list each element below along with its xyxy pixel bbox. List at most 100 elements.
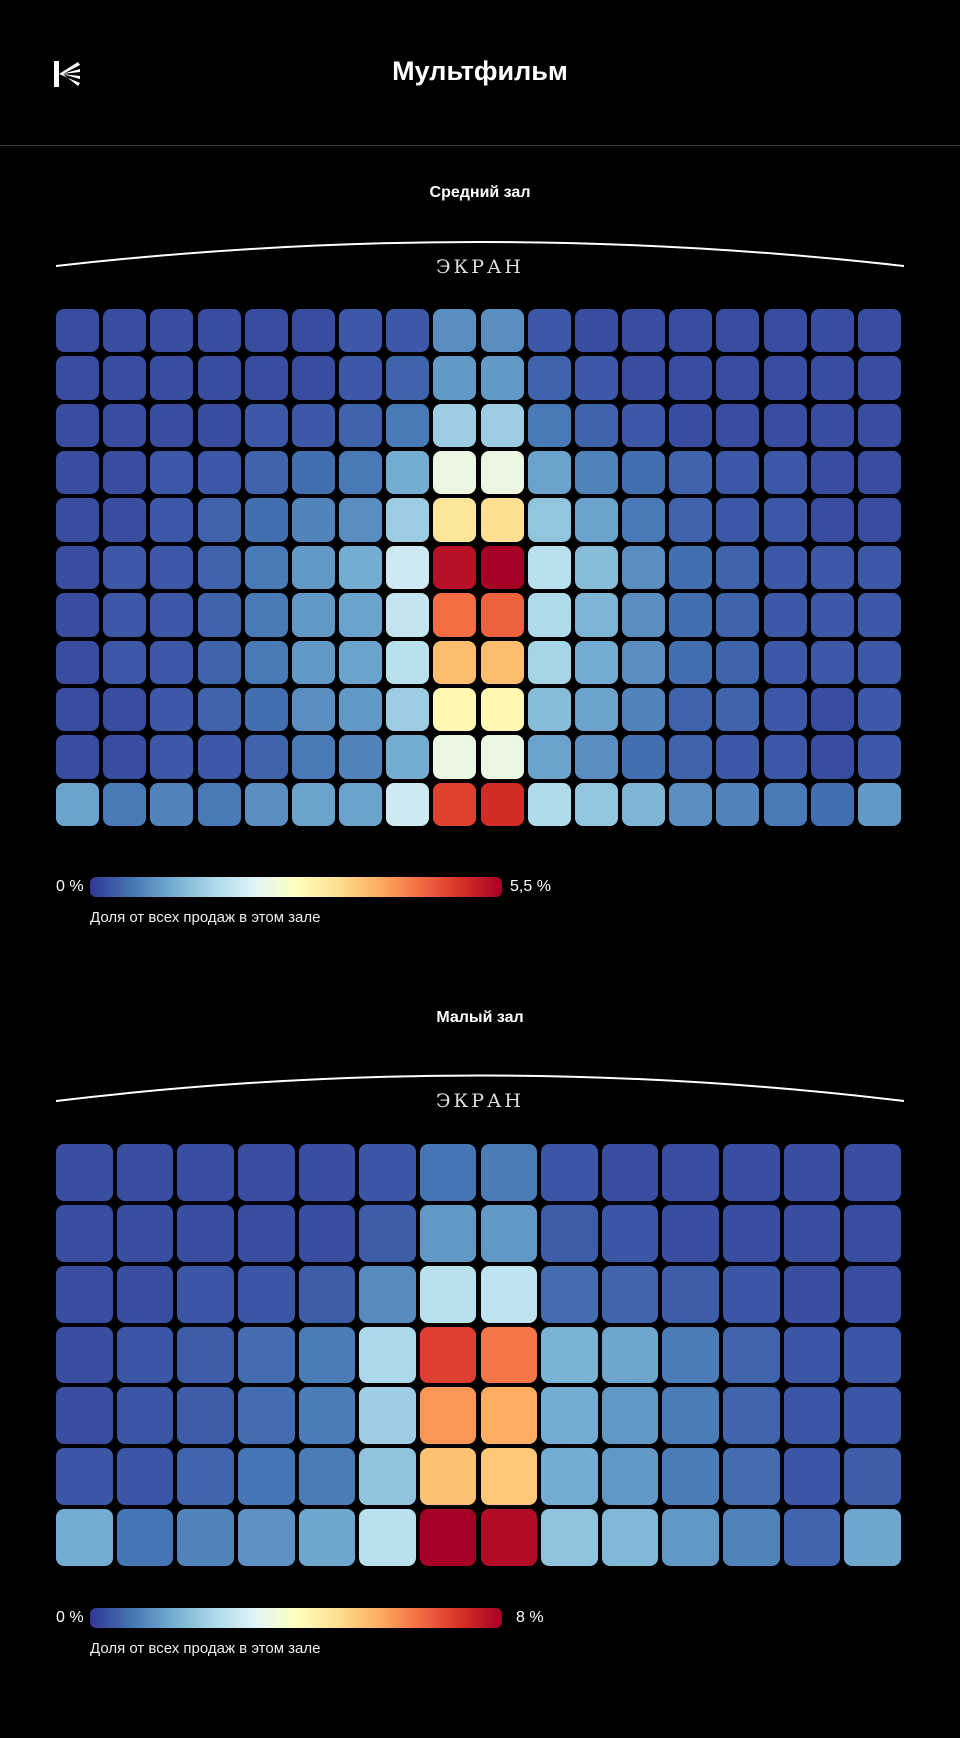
seat-cell <box>291 735 335 779</box>
seat-cell <box>480 640 524 684</box>
seat-cell <box>291 545 335 590</box>
seat-cell <box>197 356 241 400</box>
seat-cell <box>480 309 524 353</box>
seat-cell <box>480 1448 538 1506</box>
seat-cell <box>723 1387 780 1445</box>
seat-cell <box>763 356 807 400</box>
seat-cell <box>541 1509 598 1566</box>
seat-cell <box>527 735 571 779</box>
seat-cell <box>669 498 713 542</box>
seat-cell <box>56 498 100 542</box>
seat-cell <box>662 1204 720 1262</box>
brand-logo-icon[interactable] <box>54 61 80 87</box>
seat-cell <box>56 1144 113 1201</box>
seat-cell <box>116 1265 174 1323</box>
seat-cell <box>177 1265 234 1323</box>
seat-cell <box>433 498 477 542</box>
seat-cell <box>574 498 618 542</box>
seat-cell <box>197 451 241 495</box>
seat-cell <box>197 782 241 826</box>
seat-cell <box>56 1204 113 1262</box>
seat-cell <box>844 1144 901 1201</box>
seat-cell <box>433 735 477 779</box>
seat-cell <box>150 309 194 353</box>
seat-cell <box>810 593 854 637</box>
seat-cell <box>339 309 383 353</box>
seat-cell <box>844 1265 901 1323</box>
seat-cell <box>541 1144 598 1201</box>
seat-cell <box>386 687 430 732</box>
seat-cell <box>291 687 335 732</box>
seat-cell <box>291 782 335 826</box>
seat-cell <box>291 356 335 400</box>
seat-cell <box>669 309 713 353</box>
seat-cell <box>386 498 430 542</box>
legend-caption: Доля от всех продаж в этом зале <box>90 1640 321 1657</box>
seat-cell <box>339 356 383 400</box>
page-title: Мультфильм <box>392 56 568 86</box>
seat-cell <box>103 735 147 779</box>
seat-cell <box>783 1509 841 1566</box>
seat-cell <box>723 1204 780 1262</box>
seat-cell <box>339 403 383 448</box>
seat-cell <box>177 1204 234 1262</box>
seat-cell <box>857 640 901 684</box>
seat-cell <box>103 640 147 684</box>
seat-cell <box>716 403 760 448</box>
seat-cell <box>150 451 194 495</box>
seat-cell <box>527 498 571 542</box>
seat-cell <box>433 593 477 637</box>
seat-cell <box>433 545 477 590</box>
seat-cell <box>298 1265 356 1323</box>
seat-cell <box>480 1204 538 1262</box>
seat-cell <box>783 1204 841 1262</box>
seat-cell <box>810 403 854 448</box>
seat-cell <box>480 593 524 637</box>
screen-label: ЭКРАН <box>436 256 524 278</box>
seat-cell <box>622 356 666 400</box>
legend-small: 0 % 8 % Доля от всех продаж в этом зале <box>0 1603 960 1663</box>
seat-cell <box>150 735 194 779</box>
seat-cell <box>419 1326 477 1384</box>
seat-cell <box>298 1326 356 1384</box>
seat-cell <box>574 356 618 400</box>
seat-cell <box>810 545 854 590</box>
legend-min-label: 0 % <box>56 1609 84 1626</box>
seat-cell <box>574 640 618 684</box>
seat-cell <box>386 356 430 400</box>
seat-cell <box>662 1265 720 1323</box>
seat-cell <box>669 356 713 400</box>
seat-cell <box>150 545 194 590</box>
seat-cell <box>527 687 571 732</box>
seat-cell <box>197 735 241 779</box>
seat-cell <box>763 782 807 826</box>
seat-cell <box>669 593 713 637</box>
seat-cell <box>150 498 194 542</box>
seat-cell <box>359 1448 416 1506</box>
seat-cell <box>723 1448 780 1506</box>
seat-cell <box>601 1144 659 1201</box>
seat-cell <box>298 1204 356 1262</box>
seat-cell <box>298 1509 356 1566</box>
seat-cell <box>197 545 241 590</box>
seat-cell <box>237 1326 295 1384</box>
seat-cell <box>56 356 100 400</box>
seat-cell <box>783 1387 841 1445</box>
seat-cell <box>177 1509 234 1566</box>
seat-cell <box>56 451 100 495</box>
seat-heatmap-small <box>56 1144 901 1566</box>
seat-cell <box>56 687 100 732</box>
seat-cell <box>810 640 854 684</box>
seat-cell <box>56 593 100 637</box>
seat-cell <box>763 451 807 495</box>
seat-cell <box>237 1144 295 1201</box>
seat-cell <box>244 403 288 448</box>
seat-cell <box>244 735 288 779</box>
seat-cell <box>291 451 335 495</box>
seat-cell <box>574 403 618 448</box>
seat-cell <box>810 735 854 779</box>
legend-color-bar <box>90 1608 502 1628</box>
seat-cell <box>601 1326 659 1384</box>
seat-cell <box>810 451 854 495</box>
seat-cell <box>150 593 194 637</box>
